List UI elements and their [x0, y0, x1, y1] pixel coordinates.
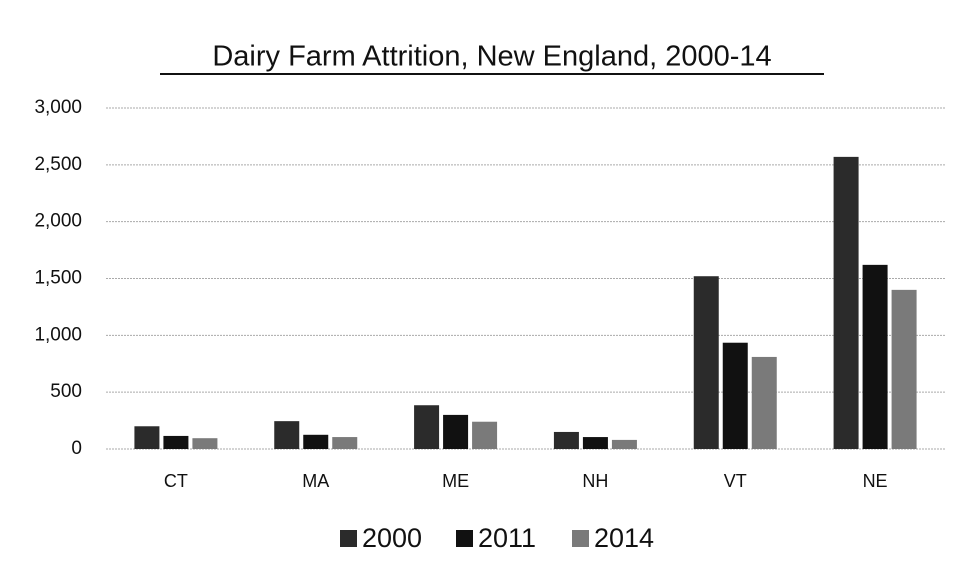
y-tick-label: 1,000 [34, 324, 82, 345]
bar [274, 421, 300, 449]
bar [722, 342, 748, 449]
bar [192, 438, 218, 449]
y-tick-label: 0 [71, 438, 82, 459]
bar [862, 264, 888, 449]
x-tick-label: NH [582, 471, 608, 491]
bar [693, 276, 719, 449]
bar [414, 405, 440, 449]
bar [891, 289, 917, 449]
bar [472, 421, 498, 449]
legend-swatch [456, 530, 473, 547]
bar [833, 156, 859, 450]
legend-label: 2000 [362, 523, 422, 553]
legend-label: 2014 [594, 523, 654, 553]
y-tick-label: 2,500 [34, 154, 82, 175]
legend-swatch [340, 530, 357, 547]
y-tick-label: 1,500 [34, 268, 82, 289]
y-tick-label: 3,000 [34, 97, 82, 118]
bar [443, 414, 469, 449]
y-tick-label: 500 [50, 381, 82, 402]
bar [163, 435, 189, 449]
x-tick-label: CT [164, 471, 188, 491]
x-tick-label: VT [724, 471, 747, 491]
bar [553, 431, 579, 449]
bar [332, 437, 358, 449]
bar [134, 426, 160, 449]
y-tick-label: 2,000 [34, 211, 82, 232]
chart-title: Dairy Farm Attrition, New England, 2000-… [212, 41, 771, 73]
legend-label: 2011 [478, 523, 536, 553]
bar [582, 437, 608, 449]
legend-swatch [572, 530, 589, 547]
bar [303, 434, 329, 449]
x-tick-label: NE [863, 471, 888, 491]
bar [751, 356, 777, 449]
x-tick-label: ME [442, 471, 469, 491]
bar [611, 439, 637, 449]
x-tick-label: MA [302, 471, 329, 491]
